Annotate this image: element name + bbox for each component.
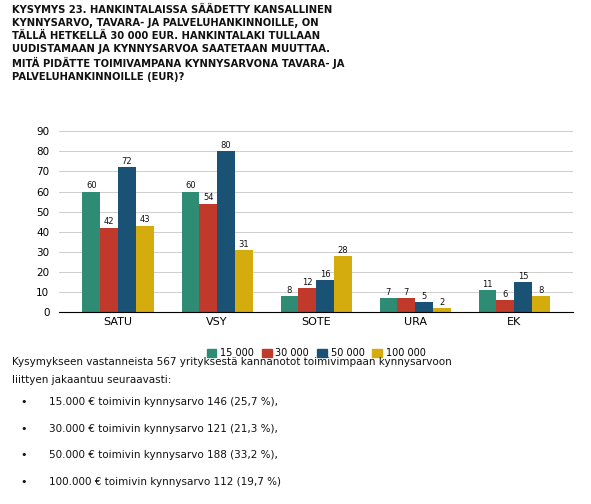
Bar xyxy=(479,290,496,312)
Bar xyxy=(514,282,532,312)
Text: •: • xyxy=(20,424,27,434)
Text: Kysymykseen vastanneista 567 yrityksestä kannanotot toimivimpaan kynnysarvoon: Kysymykseen vastanneista 567 yrityksestä… xyxy=(12,357,452,367)
Text: 60: 60 xyxy=(86,181,97,190)
Text: 7: 7 xyxy=(386,288,391,297)
Text: 12: 12 xyxy=(302,278,313,287)
Text: 100.000 € toimivin kynnysarvo 112 (19,7 %): 100.000 € toimivin kynnysarvo 112 (19,7 … xyxy=(48,477,281,487)
Bar xyxy=(379,298,397,312)
Text: 72: 72 xyxy=(122,157,132,166)
Text: 8: 8 xyxy=(538,286,544,295)
Bar xyxy=(181,192,199,312)
Text: 28: 28 xyxy=(337,245,348,255)
Bar xyxy=(415,302,433,312)
Text: 7: 7 xyxy=(404,288,409,297)
Bar xyxy=(316,280,334,312)
Text: 8: 8 xyxy=(287,286,292,295)
Bar xyxy=(100,228,118,312)
Bar xyxy=(397,298,415,312)
Bar xyxy=(217,151,235,312)
Text: 31: 31 xyxy=(239,239,249,248)
Text: 2: 2 xyxy=(439,298,444,307)
Bar xyxy=(334,256,352,312)
Bar xyxy=(281,296,298,312)
Text: 43: 43 xyxy=(139,215,150,224)
Text: 50.000 € toimivin kynnysarvo 188 (33,2 %),: 50.000 € toimivin kynnysarvo 188 (33,2 %… xyxy=(48,450,278,460)
Bar xyxy=(532,296,550,312)
Text: •: • xyxy=(20,477,27,487)
Text: 6: 6 xyxy=(503,290,508,299)
Text: 80: 80 xyxy=(221,141,232,150)
Text: 15.000 € toimivin kynnysarvo 146 (25,7 %),: 15.000 € toimivin kynnysarvo 146 (25,7 %… xyxy=(48,397,278,407)
Bar xyxy=(118,167,136,312)
Text: 11: 11 xyxy=(482,280,493,289)
Bar xyxy=(136,226,154,312)
Text: •: • xyxy=(20,397,27,407)
Text: 5: 5 xyxy=(421,292,427,301)
Text: liittyen jakaantuu seuraavasti:: liittyen jakaantuu seuraavasti: xyxy=(12,375,171,385)
Text: 15: 15 xyxy=(518,272,528,281)
Bar xyxy=(199,204,217,312)
Text: •: • xyxy=(20,450,27,460)
Bar xyxy=(298,288,316,312)
Text: 54: 54 xyxy=(203,193,213,202)
Text: KYSYMYS 23. HANKINTALAISSA SÄÄDETTY KANSALLINEN
KYNNYSARVO, TAVARA- JA PALVELUHA: KYSYMYS 23. HANKINTALAISSA SÄÄDETTY KANS… xyxy=(12,5,345,82)
Bar xyxy=(83,192,100,312)
Legend: 15 000, 30 000, 50 000, 100 000: 15 000, 30 000, 50 000, 100 000 xyxy=(203,345,430,362)
Text: 16: 16 xyxy=(320,270,330,279)
Text: 60: 60 xyxy=(185,181,196,190)
Bar xyxy=(433,308,451,312)
Bar xyxy=(496,300,514,312)
Bar xyxy=(235,250,253,312)
Text: 30.000 € toimivin kynnysarvo 121 (21,3 %),: 30.000 € toimivin kynnysarvo 121 (21,3 %… xyxy=(48,424,278,434)
Text: 42: 42 xyxy=(104,217,115,226)
